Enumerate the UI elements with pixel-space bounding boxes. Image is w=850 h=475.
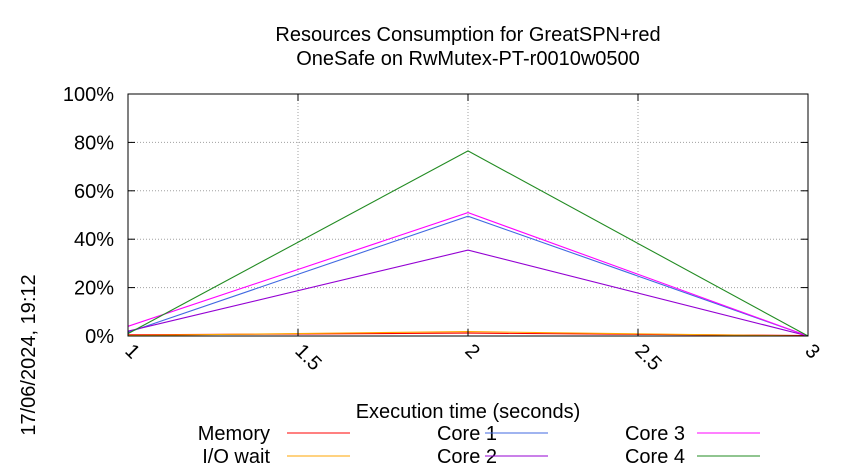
x-axis-label: Execution time (seconds) (356, 401, 581, 423)
y-tick-label: 100% (63, 84, 114, 106)
series-line-core-1 (127, 215, 809, 337)
y-axis-ticks: 0% 20% 40% 60% 80% 100% (63, 84, 808, 348)
y-tick-label: 60% (74, 181, 114, 203)
legend-label-i-o-wait: I/O wait (202, 446, 270, 468)
grid-lines (128, 94, 808, 336)
x-tick-label: 1.5 (290, 340, 325, 375)
x-tick-label: 1 (120, 340, 143, 363)
series-lines (127, 150, 809, 337)
legend-label-core-3: Core 3 (625, 423, 685, 445)
y-tick-label: 80% (74, 132, 114, 154)
chart-title-line-2: OneSafe on RwMutex-PT-r0010w0500 (296, 48, 640, 70)
series-line-core-4 (127, 150, 809, 337)
y-tick-label: 0% (85, 326, 114, 348)
timestamp-label: 17/06/2024, 19:12 (18, 274, 40, 435)
legend-label-core-1: Core 1 (437, 423, 497, 445)
series-line-core-2 (127, 249, 809, 337)
x-tick-label: 2 (460, 340, 483, 363)
chart-title-line-1: Resources Consumption for GreatSPN+red (275, 24, 660, 46)
series-line-core-3 (127, 212, 809, 337)
x-tick-label: 2.5 (630, 340, 665, 375)
x-tick-label: 3 (800, 340, 823, 363)
legend-label-core-2: Core 2 (437, 446, 497, 468)
y-tick-label: 40% (74, 229, 114, 251)
legend-label-core-4: Core 4 (625, 446, 685, 468)
legend-label-memory: Memory (198, 423, 270, 445)
y-tick-label: 20% (74, 278, 114, 300)
